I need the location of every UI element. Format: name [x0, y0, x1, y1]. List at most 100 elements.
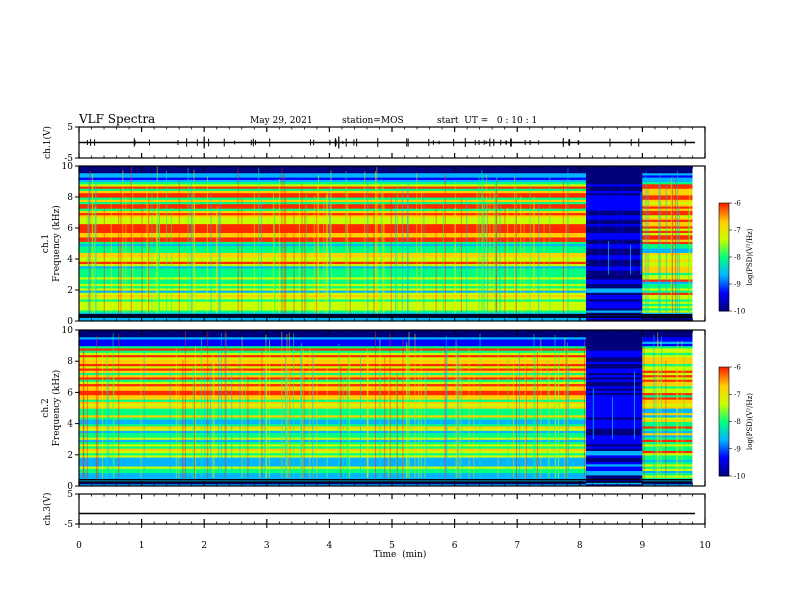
freq-band: [586, 396, 643, 400]
freq-band: [642, 401, 693, 405]
freq-band: [586, 405, 643, 409]
freq-band: [586, 230, 643, 234]
colorbar-step: [719, 206, 729, 209]
freq-band: [586, 379, 643, 382]
colorbar-step: [719, 377, 729, 381]
freq-band: [79, 232, 587, 236]
colorbar-ch2-label: log(PSD)(V²/Hz): [746, 393, 754, 450]
burst: [460, 198, 462, 314]
burst: [678, 206, 680, 314]
freq-band: [586, 272, 643, 276]
freq-band: [79, 332, 587, 336]
freq-band: [586, 481, 643, 485]
colorbar-step: [719, 423, 729, 426]
burst: [184, 331, 186, 479]
freq-band: [642, 399, 693, 402]
freq-band: [642, 287, 693, 291]
burst: [533, 196, 535, 314]
freq-band: [79, 194, 587, 198]
burst: [303, 369, 305, 479]
freq-band: [586, 338, 643, 342]
freq-band: [586, 483, 643, 486]
burst: [287, 367, 289, 479]
freq-band: [79, 452, 587, 456]
freq-band: [642, 210, 693, 214]
freq-band: [586, 445, 643, 449]
burst: [554, 335, 556, 479]
colorbar-step: [719, 445, 729, 448]
burst: [193, 199, 195, 314]
colorbar-step: [719, 282, 729, 285]
freq-band: [642, 312, 693, 315]
low-freq-line: [79, 478, 705, 481]
colorbar-step: [719, 372, 729, 375]
colorbar-step: [719, 210, 729, 213]
colorbar-step: [719, 280, 729, 283]
burst: [388, 372, 390, 479]
freq-band: [586, 399, 643, 402]
burst: [95, 181, 97, 314]
freq-band: [586, 441, 643, 445]
burst: [489, 192, 491, 314]
freq-band: [586, 203, 643, 207]
burst: [681, 340, 683, 479]
colorbar-step: [719, 416, 729, 419]
freq-band: [642, 358, 693, 362]
burst: [110, 197, 112, 314]
colorbar-step: [719, 465, 729, 468]
burst: [204, 371, 206, 479]
burst: [396, 185, 398, 314]
colorbar-step: [719, 385, 729, 388]
colorbar-step: [719, 296, 729, 299]
burst: [515, 199, 517, 314]
freq-band: [586, 443, 643, 447]
freq-band: [642, 190, 693, 194]
freq-band: [79, 392, 587, 396]
colorbar-step: [719, 228, 729, 231]
freq-band: [79, 474, 587, 478]
freq-band: [586, 290, 643, 293]
freq-band: [586, 312, 643, 315]
burst: [244, 372, 246, 479]
burst: [194, 376, 196, 479]
colorbar-step: [719, 240, 729, 244]
burst: [107, 373, 109, 479]
colorbar-step: [719, 275, 729, 278]
burst: [338, 343, 340, 479]
freq-band: [79, 316, 587, 320]
burst: [103, 204, 105, 314]
freq-band: [642, 385, 693, 389]
freq-band: [642, 454, 693, 458]
burst: [444, 173, 446, 314]
x-tick-label: 5: [389, 541, 395, 551]
burst: [375, 331, 377, 479]
freq-band: [79, 234, 587, 238]
freq-band: [642, 363, 693, 367]
freq-band: [642, 252, 693, 256]
y-tick-label: -5: [64, 520, 73, 530]
freq-band: [642, 179, 693, 183]
burst: [604, 410, 606, 440]
burst: [316, 375, 318, 479]
burst: [97, 366, 99, 479]
freq-band: [642, 228, 693, 231]
freq-band: [586, 183, 643, 187]
burst: [514, 176, 516, 314]
colorbar-step: [719, 204, 729, 208]
freq-band: [642, 332, 693, 336]
freq-band: [79, 287, 587, 291]
freq-band: [79, 383, 587, 387]
colorbar-step: [719, 412, 729, 415]
burst: [148, 197, 150, 314]
burst: [481, 170, 483, 314]
x-tick-label: 10: [699, 541, 711, 551]
freq-band: [79, 241, 587, 245]
freq-band: [79, 390, 587, 393]
freq-band: [586, 356, 643, 360]
freq-band: [642, 305, 693, 309]
burst: [653, 334, 655, 479]
freq-band: [79, 285, 587, 289]
colorbar-step: [719, 374, 729, 377]
freq-band: [79, 443, 587, 447]
colorbar-step: [719, 466, 729, 470]
